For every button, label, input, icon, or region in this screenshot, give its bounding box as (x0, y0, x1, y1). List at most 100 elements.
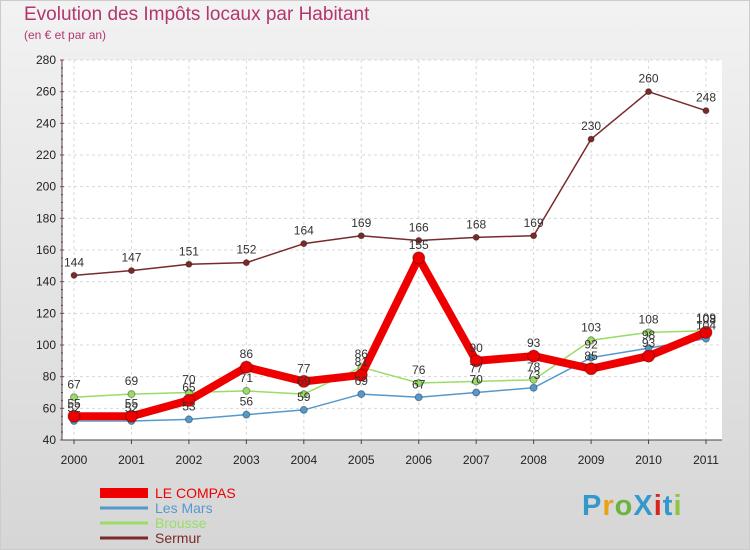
data-point-brousse (587, 336, 596, 345)
y-tick-label: 80 (43, 370, 57, 384)
x-tick-label: 2006 (405, 453, 432, 467)
data-point-sermur (415, 237, 423, 244)
data-label-sermur: 260 (639, 72, 659, 86)
y-tick-label: 100 (36, 338, 56, 352)
data-label-brousse: 77 (470, 361, 484, 375)
data-label-brousse: 103 (581, 320, 601, 334)
proxiti-logo: ProXiti (582, 490, 683, 523)
y-tick-label: 160 (36, 243, 56, 257)
y-tick-label: 200 (36, 180, 56, 194)
data-point-le-compas (527, 349, 541, 363)
data-point-le-compas (354, 368, 368, 382)
data-point-brousse (299, 390, 308, 399)
logo-letter: i (673, 490, 683, 522)
data-point-brousse (414, 379, 423, 387)
data-label-les-mars: 59 (297, 390, 311, 404)
data-point-brousse (644, 328, 653, 337)
series-le-compas (67, 251, 713, 423)
data-label-le-compas: 108 (696, 312, 716, 326)
data-label-les-mars: 52 (125, 401, 139, 415)
data-label-sermur: 168 (466, 217, 486, 231)
logo-letter: X (633, 490, 654, 522)
data-label-sermur: 144 (64, 255, 84, 269)
y-tick-label: 140 (36, 275, 56, 289)
data-label-le-compas: 55 (67, 396, 81, 410)
series-brousse (70, 326, 710, 402)
data-point-sermur (127, 267, 135, 275)
y-tick-label: 180 (36, 211, 56, 225)
data-point-les-mars (472, 388, 481, 397)
data-label-brousse: 108 (639, 312, 659, 326)
series-line-les-mars (73, 337, 707, 422)
data-label-le-compas: 81 (355, 355, 369, 369)
data-label-sermur: 147 (121, 251, 141, 265)
y-tick-label: 60 (43, 401, 57, 415)
data-label-sermur: 169 (524, 216, 544, 230)
y-tick-label: 220 (36, 148, 56, 162)
data-label-brousse: 76 (412, 363, 426, 377)
logo-letter: t (662, 490, 674, 522)
data-label-brousse: 70 (182, 373, 196, 387)
x-tick-label: 2009 (578, 453, 605, 467)
data-label-les-mars: 53 (182, 399, 196, 413)
data-label-les-mars: 70 (470, 373, 484, 387)
data-point-brousse (70, 393, 78, 402)
data-label-les-mars: 52 (67, 401, 81, 415)
data-label-le-compas: 90 (470, 341, 484, 355)
x-tick-label: 2010 (635, 453, 662, 467)
data-label-les-mars: 104 (696, 319, 716, 333)
legend-label-sermur: Sermur (155, 530, 201, 546)
data-label-sermur: 152 (236, 243, 256, 257)
data-point-le-compas (642, 349, 656, 363)
x-tick-label: 2001 (118, 453, 145, 467)
data-point-sermur (587, 135, 595, 143)
series-line-sermur (73, 90, 707, 277)
series-line-brousse (73, 330, 707, 398)
x-tick-label: 2005 (348, 453, 375, 467)
data-point-sermur (70, 271, 78, 279)
legend-label-les-mars: Les Mars (155, 500, 213, 516)
data-point-sermur (702, 107, 710, 115)
data-label-le-compas: 93 (642, 336, 656, 350)
data-point-le-compas (67, 409, 81, 423)
data-point-le-compas (124, 409, 138, 423)
data-label-sermur: 164 (294, 224, 314, 238)
data-point-brousse (472, 377, 481, 386)
data-label-sermur: 230 (581, 119, 601, 133)
logo-letter: r (602, 490, 615, 522)
x-tick-label: 2008 (520, 453, 547, 467)
data-point-le-compas (239, 360, 253, 374)
x-tick-label: 2011 (693, 453, 719, 467)
data-label-brousse: 71 (240, 371, 254, 385)
series-sermur (70, 88, 710, 279)
data-point-brousse (242, 386, 251, 395)
data-label-les-mars: 98 (642, 328, 656, 342)
data-point-sermur (357, 232, 365, 240)
data-label-les-mars: 69 (355, 374, 369, 388)
data-point-le-compas (412, 251, 426, 265)
data-label-le-compas: 85 (584, 349, 598, 363)
data-point-brousse (529, 375, 538, 384)
data-label-sermur: 166 (409, 221, 429, 235)
data-label-le-compas: 55 (125, 396, 139, 410)
data-point-les-mars (587, 353, 596, 362)
data-point-le-compas (182, 393, 196, 407)
x-tick-label: 2000 (61, 453, 88, 467)
logo-letter: P (582, 490, 603, 522)
y-tick-label: 240 (36, 116, 56, 130)
y-tick-label: 280 (36, 53, 56, 67)
data-point-sermur (300, 240, 308, 248)
data-label-les-mars: 73 (527, 368, 541, 382)
x-tick-label: 2007 (463, 453, 490, 467)
data-label-sermur: 151 (179, 244, 199, 258)
data-label-brousse: 69 (297, 374, 311, 388)
logo-letter: o (614, 490, 634, 522)
data-label-le-compas: 77 (297, 361, 311, 375)
chart-subtitle: (en € et par an) (24, 28, 107, 42)
data-label-le-compas: 86 (240, 347, 254, 361)
data-label-le-compas: 65 (182, 380, 196, 394)
data-point-sermur (185, 260, 193, 268)
data-point-sermur (242, 259, 250, 267)
legend-label-brousse: Brousse (155, 515, 207, 531)
